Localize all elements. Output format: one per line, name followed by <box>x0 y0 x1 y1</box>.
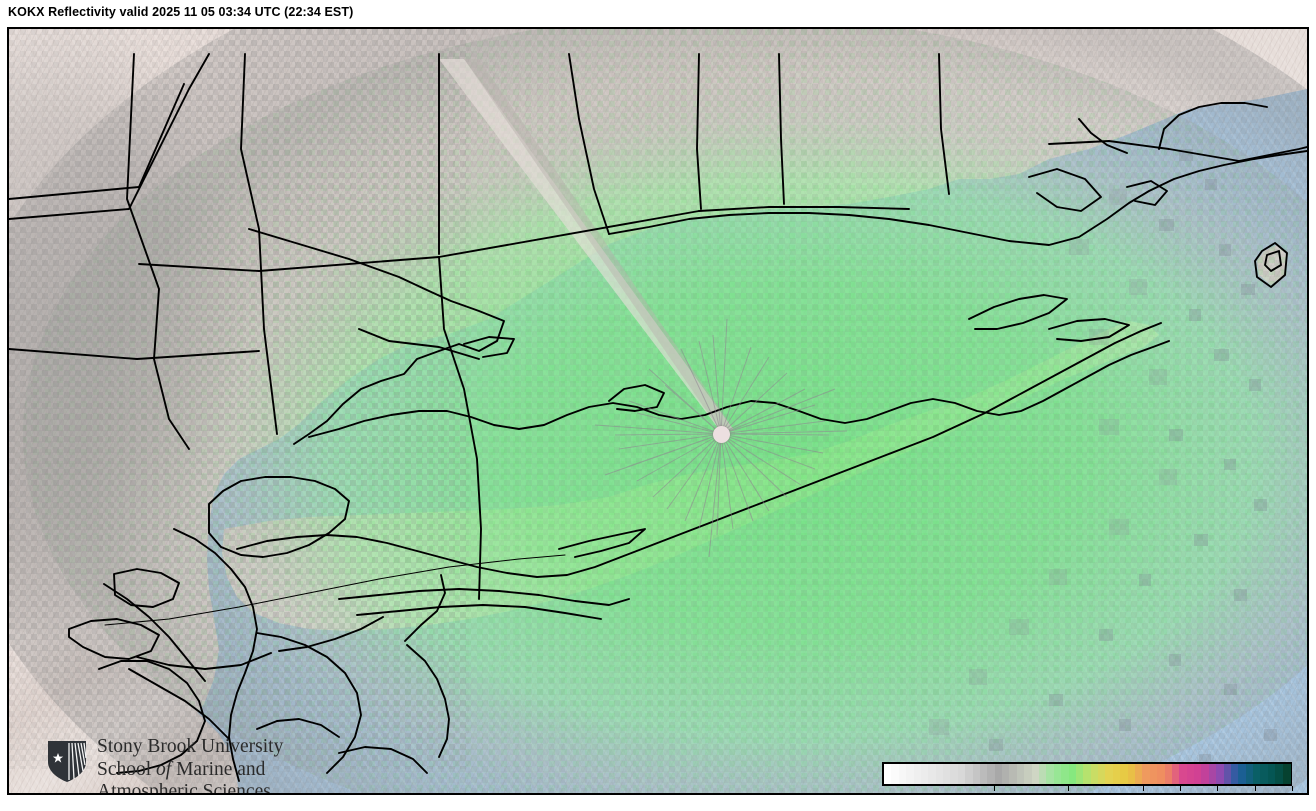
colorbar-band <box>1098 764 1107 784</box>
colorbar-gradient <box>884 764 1291 784</box>
colorbar-band <box>1120 764 1129 784</box>
colorbar-band <box>1061 764 1070 784</box>
colorbar-tick-label: 20 <box>1061 791 1075 793</box>
reflectivity-layer <box>9 29 1307 793</box>
colorbar-tick <box>993 786 995 791</box>
colorbar-band <box>1075 764 1085 784</box>
shield-icon <box>48 741 87 782</box>
colorbar-band <box>1090 764 1100 784</box>
logo-line-2-pre: School <box>97 758 157 780</box>
colorbar-band <box>1105 764 1114 784</box>
colorbar-band <box>1134 764 1144 784</box>
colorbar-tick <box>1292 786 1293 791</box>
colorbar-band <box>1194 764 1203 784</box>
page-title: KOKX Reflectivity valid 2025 11 05 03:34… <box>8 5 354 19</box>
colorbar-tick-label: 70 <box>1247 791 1261 793</box>
colorbar-band <box>1186 764 1196 784</box>
colorbar-band <box>1275 764 1284 784</box>
colorbar-band <box>1157 764 1166 784</box>
colorbar-band <box>1068 764 1077 784</box>
colorbar-band <box>1230 764 1240 784</box>
colorbar-band <box>1171 764 1181 784</box>
logo-line-2-em: of <box>156 758 172 780</box>
colorbar-tick <box>1142 786 1144 791</box>
colorbar-tick-label: 0 <box>990 791 997 793</box>
colorbar-band <box>1260 764 1269 784</box>
colorbar-band <box>1142 764 1151 784</box>
colorbar-tick-label: 50 <box>1173 791 1187 793</box>
radar-site-marker[interactable] <box>713 426 730 443</box>
colorbar-band <box>1216 764 1225 784</box>
logo-text: Stony Brook University School of Marine … <box>97 736 327 793</box>
colorbar-band <box>1149 764 1159 784</box>
colorbar-tick-label: 60 <box>1210 791 1224 793</box>
logo-line-2: School of Marine and <box>97 759 327 782</box>
colorbar-band <box>1164 764 1173 784</box>
colorbar-tick <box>1068 786 1070 791</box>
colorbar-band <box>1282 764 1291 784</box>
colorbar-band <box>1112 764 1122 784</box>
colorbar-tick <box>1254 786 1256 791</box>
colorbar-band <box>1245 764 1255 784</box>
colorbar-band <box>1223 764 1232 784</box>
colorbar-band <box>1083 764 1092 784</box>
colorbar-tick <box>1217 786 1219 791</box>
colorbar-band <box>1253 764 1262 784</box>
colorbar-scale <box>882 762 1292 786</box>
colorbar-band <box>1238 764 1247 784</box>
colorbar-tick-label: 80 <box>1285 791 1299 793</box>
colorbar-tick-label: 40 <box>1136 791 1150 793</box>
colorbar-band <box>1127 764 1136 784</box>
title-bar: KOKX Reflectivity valid 2025 11 05 03:34… <box>0 0 1316 27</box>
logo-line-3: Atmospheric Sciences <box>97 781 271 793</box>
radar-radial-spokes <box>594 318 848 558</box>
coastline-layer <box>9 53 1307 782</box>
colorbar-band <box>1208 764 1218 784</box>
logo-line-1: Stony Brook University <box>97 736 284 757</box>
colorbar-band <box>1267 764 1277 784</box>
colorbar-band <box>1179 764 1188 784</box>
colorbar-tick <box>1180 786 1182 791</box>
map-canvas[interactable]: Stony Brook University School of Marine … <box>9 29 1307 793</box>
logo-line-2-post: Marine and <box>171 758 266 780</box>
sbu-logo: Stony Brook University School of Marine … <box>45 736 315 793</box>
map-panel[interactable]: Stony Brook University School of Marine … <box>7 27 1309 795</box>
colorbar-band <box>1201 764 1210 784</box>
beam-blockage-stripe <box>439 59 735 432</box>
colorbar: 0 20 40 50 60 70 80 <box>875 757 1300 793</box>
